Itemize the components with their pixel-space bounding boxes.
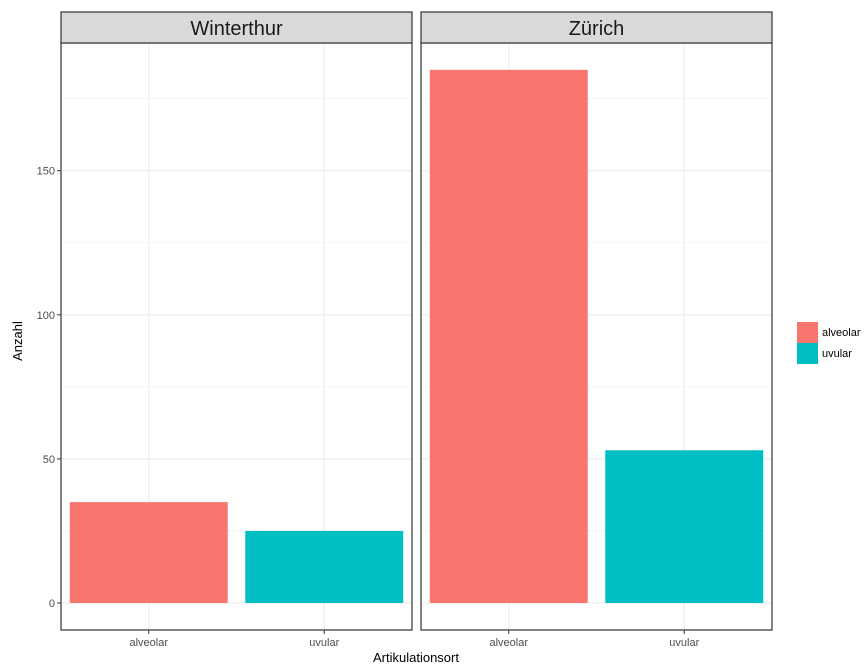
- x-tick-label: uvular: [309, 637, 339, 649]
- bar-zürich-alveolar: [429, 69, 588, 603]
- bar-winterthur-alveolar: [69, 502, 228, 603]
- facet-label: Winterthur: [190, 18, 283, 40]
- x-tick-label: alveolar: [489, 637, 528, 649]
- bar-zürich-uvular: [605, 450, 764, 603]
- legend-key-uvular: [797, 343, 818, 364]
- legend-label: uvular: [822, 348, 852, 360]
- y-tick-label: 0: [49, 598, 55, 610]
- y-tick-label: 150: [37, 166, 55, 178]
- y-tick-label: 50: [43, 454, 55, 466]
- facet-strip: [420, 11, 773, 44]
- bar-winterthur-uvular: [245, 530, 404, 603]
- legend-key-alveolar: [797, 322, 818, 343]
- facet-strip: [60, 11, 413, 44]
- legend-label: alveolar: [822, 327, 861, 339]
- x-tick-label: alveolar: [129, 637, 168, 649]
- facet-label: Zürich: [569, 18, 625, 40]
- y-axis-title: Anzahl: [10, 321, 25, 361]
- x-axis-title: Artikulationsort: [373, 650, 459, 665]
- plot-area: Winterthur alveolar uvular Zürich alveolar uv…: [37, 11, 861, 649]
- x-tick-label: uvular: [669, 637, 699, 649]
- y-tick-label: 100: [37, 310, 55, 322]
